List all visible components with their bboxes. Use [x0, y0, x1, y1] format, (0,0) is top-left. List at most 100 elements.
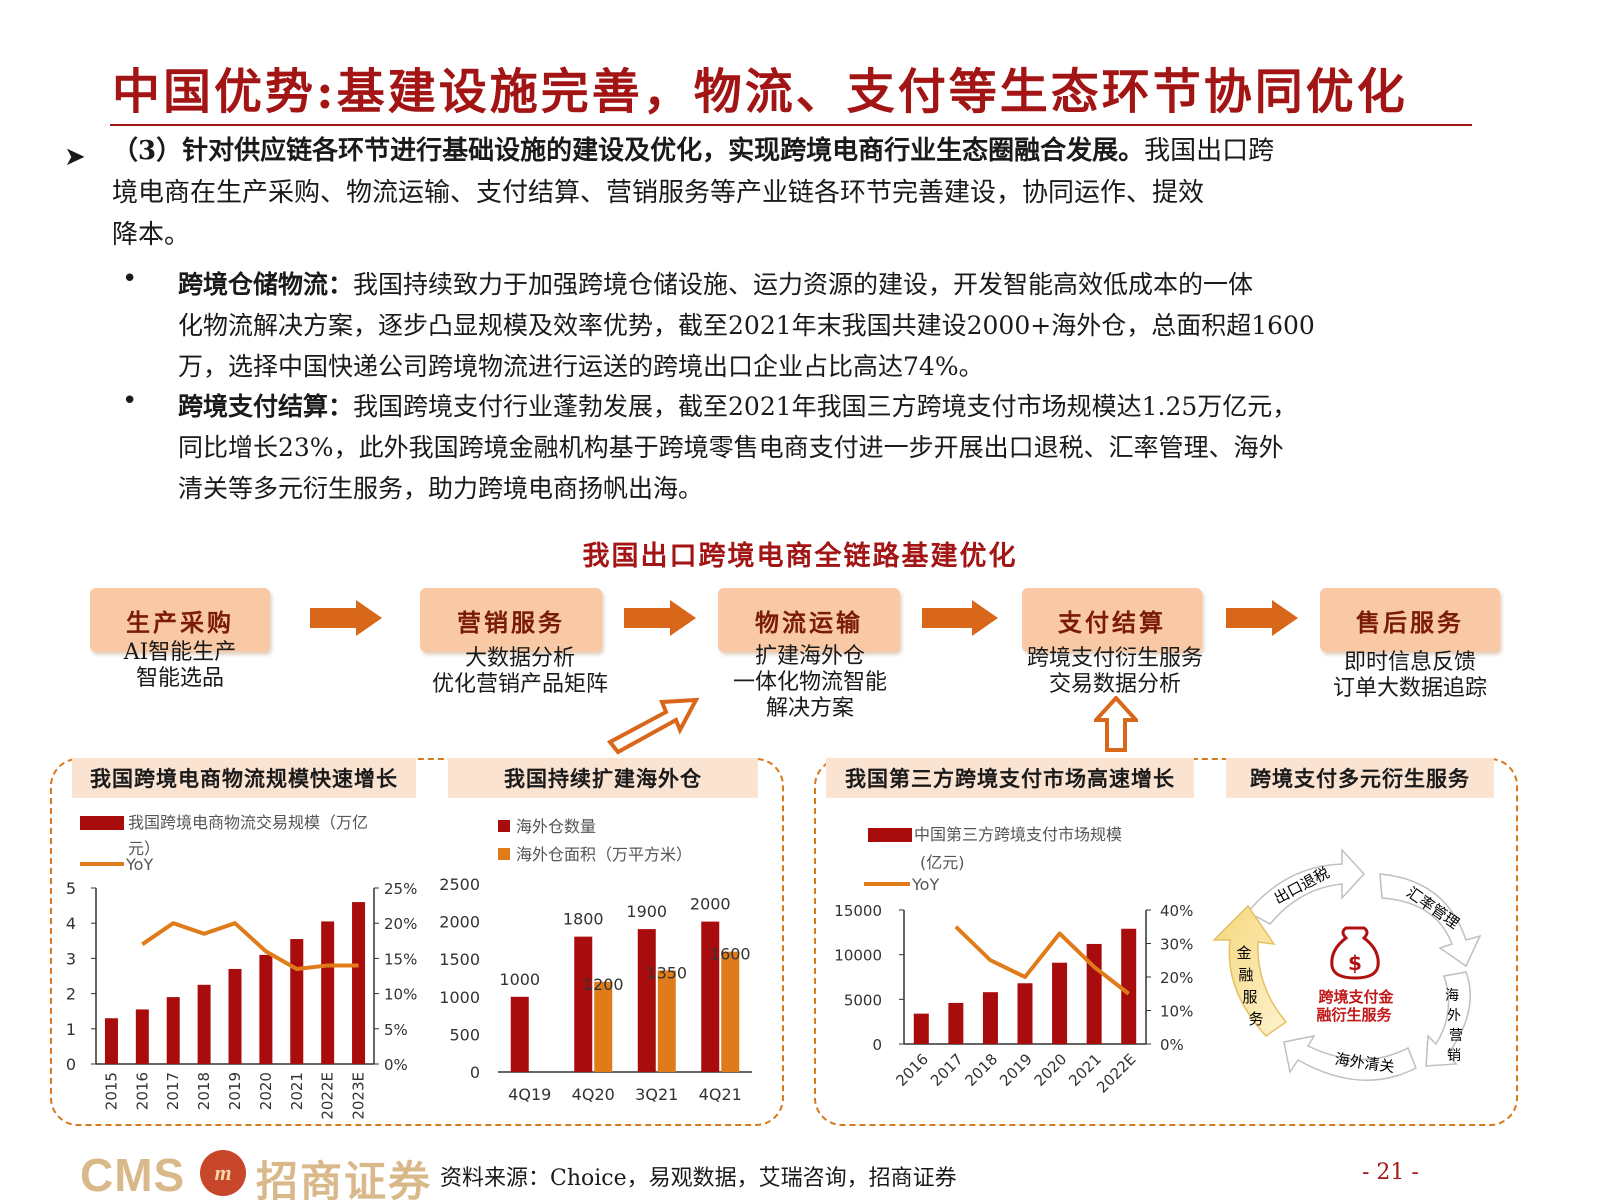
- x-tick-label: 2017: [927, 1050, 967, 1090]
- legend-bar-label-cont: (亿元): [920, 853, 965, 872]
- bar-count: [510, 996, 529, 1072]
- x-tick-label: 2018: [962, 1050, 1002, 1090]
- bullet-payment-line3: 清关等多元衍生服务，助力跨境电商扬帆出海。: [178, 474, 704, 503]
- desc-line: 大数据分析: [464, 646, 575, 671]
- service-fx: 汇率管理: [1403, 883, 1462, 932]
- bar: [948, 1002, 964, 1044]
- page-number: - 21 -: [1362, 1160, 1419, 1185]
- bar: [290, 939, 304, 1064]
- y-tick-label: 500: [449, 1025, 480, 1044]
- page-title: 中国优势:基建设施完善，物流、支付等生态环节协同优化: [112, 64, 1408, 120]
- y-tick-label: 5000: [844, 991, 882, 1009]
- y-tick-label: 2: [66, 985, 76, 1004]
- desc-line: 优化营销产品矩阵: [431, 672, 608, 697]
- bullet-dot-icon: •: [122, 386, 138, 416]
- stage-aftersales: 售后服务: [1320, 588, 1500, 652]
- intro-line3: 降本。: [112, 220, 191, 250]
- legend-swatch-count: [498, 820, 510, 832]
- stage-marketing: 营销服务: [420, 588, 602, 652]
- legend-swatch-bar: [868, 828, 912, 842]
- cms-logo: CMS: [80, 1149, 186, 1200]
- y-tick-label: 0: [872, 1036, 882, 1054]
- legend-swatch-area: [498, 848, 510, 860]
- company-name-logo: 招商证券: [256, 1157, 433, 1200]
- y2-tick-label: 40%: [1160, 902, 1193, 920]
- money-bag-icon: $: [1330, 926, 1380, 980]
- y-tick-label: 1: [66, 1020, 76, 1039]
- service-marketing: 海外营销: [1445, 988, 1463, 1064]
- bar-count: [637, 929, 656, 1072]
- bar-area-label: 1600: [710, 945, 751, 964]
- bar: [135, 1009, 149, 1064]
- y2-tick-label: 10%: [1160, 1003, 1193, 1021]
- bar: [1121, 928, 1137, 1044]
- arrow-bullet-icon: ➤: [64, 142, 86, 172]
- bar-area: [594, 981, 613, 1072]
- bar: [197, 984, 211, 1064]
- bullet-payment-label: 跨境支付结算：: [178, 392, 354, 421]
- bar-area-label: 1350: [646, 963, 687, 982]
- y-tick-label: 10000: [834, 947, 882, 965]
- bullet-payment: 跨境支付结算：我国跨境支付行业蓬勃发展，截至2021年我国三方跨境支付市场规模达…: [178, 386, 1538, 509]
- services-cycle-diagram: 出口退税 汇率管理 海外营销 海外清关 金融服务 $ 跨境支付金 融衍生服务: [1212, 848, 1482, 1081]
- x-tick-label: 2022E: [1093, 1050, 1139, 1096]
- stage-marketing-desc: 大数据分析 优化营销产品矩阵: [400, 646, 640, 698]
- y-tick-label: 1500: [439, 950, 480, 969]
- y2-tick-label: 5%: [384, 1021, 408, 1039]
- desc-line: 解决方案: [765, 696, 854, 721]
- stage-payment: 支付结算: [1022, 588, 1202, 652]
- legend-swatch-bar: [80, 816, 124, 830]
- bar: [352, 902, 366, 1064]
- desc-line: 交易数据分析: [1048, 672, 1181, 697]
- y2-tick-label: 30%: [1160, 936, 1193, 954]
- bar-count: [574, 936, 593, 1072]
- x-tick-label: 2017: [164, 1072, 182, 1110]
- legend-line-label: YoY: [911, 875, 939, 894]
- bar: [1052, 962, 1068, 1044]
- bullet-logistics: 跨境仓储物流：我国持续致力于加强跨境仓储设施、运力资源的建设，开发智能高效低成本…: [178, 264, 1538, 387]
- legend-bar-label-cont: 元）: [128, 839, 160, 858]
- desc-line: 跨境支付衍生服务: [1026, 646, 1203, 671]
- logo-badge-icon: m: [200, 1150, 246, 1196]
- y-tick-label: 15000: [834, 902, 882, 920]
- x-tick-label: 2023E: [350, 1072, 368, 1120]
- x-tick-label: 2020: [257, 1072, 275, 1110]
- bullet-dot-icon: •: [122, 264, 138, 294]
- cycle-arrow-export: 出口退税: [1246, 848, 1366, 925]
- bar: [104, 1018, 118, 1064]
- hollow-up-arrow-icon: [1094, 696, 1138, 752]
- bullet-payment-line1: 我国跨境支付行业蓬勃发展，截至2021年我国三方跨境支付市场规模达1.25万亿元…: [353, 392, 1298, 421]
- hollow-arrow-icon: [606, 697, 700, 755]
- x-tick-label: 2018: [195, 1072, 213, 1110]
- x-tick-label: 2016: [892, 1050, 932, 1090]
- stage-payment-desc: 跨境支付衍生服务 交易数据分析: [990, 646, 1240, 698]
- cycle-arrow-fx: 汇率管理: [1379, 873, 1482, 968]
- y-tick-label: 1000: [439, 988, 480, 1007]
- x-tick-label: 2019: [996, 1050, 1036, 1090]
- x-tick-label: 2019: [226, 1072, 244, 1110]
- y2-tick-label: 0%: [384, 1056, 408, 1074]
- left-panel-border: [50, 758, 784, 1126]
- bar: [228, 968, 242, 1064]
- y2-tick-label: 15%: [384, 950, 417, 968]
- legend-line-label: YoY: [125, 855, 153, 874]
- x-tick-label: 4Q19: [508, 1085, 551, 1104]
- stage-production: 生产采购: [90, 588, 270, 652]
- flow-arrow-icon: [624, 600, 696, 636]
- warehouse-chart-tag: 我国持续扩建海外仓: [448, 758, 758, 798]
- intro-line2: 境电商在生产采购、物流运输、支付结算、营销服务等产业链各环节完善建设，协同运作、…: [112, 178, 1205, 208]
- services-tag: 跨境支付多元衍生服务: [1226, 758, 1494, 798]
- x-tick-label: 4Q20: [572, 1085, 615, 1104]
- bar-area: [721, 951, 740, 1072]
- bar-area-label: 1200: [583, 975, 624, 994]
- flow-arrow-icon: [922, 600, 998, 636]
- desc-line: 扩建海外仓: [754, 644, 865, 669]
- flow-arrow-icon: [1226, 600, 1298, 636]
- x-tick-label: 2022E: [319, 1072, 337, 1120]
- x-tick-label: 2016: [133, 1072, 151, 1110]
- cycle-arrow-marketing: 海外营销: [1425, 971, 1472, 1067]
- bullet-payment-line2: 同比增长23%，此外我国跨境金融机构基于跨境零售电商支付进一步开展出口退税、汇率…: [178, 433, 1284, 462]
- logistics-chart: 我国跨境电商物流交易规模（万亿元）YoY 0 1 2 3 4 5 0% 5% 10% 15% 20% 2…: [66, 813, 418, 1120]
- bar-count: [701, 921, 720, 1072]
